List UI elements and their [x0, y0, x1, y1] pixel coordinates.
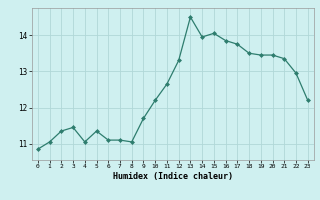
X-axis label: Humidex (Indice chaleur): Humidex (Indice chaleur) [113, 172, 233, 181]
